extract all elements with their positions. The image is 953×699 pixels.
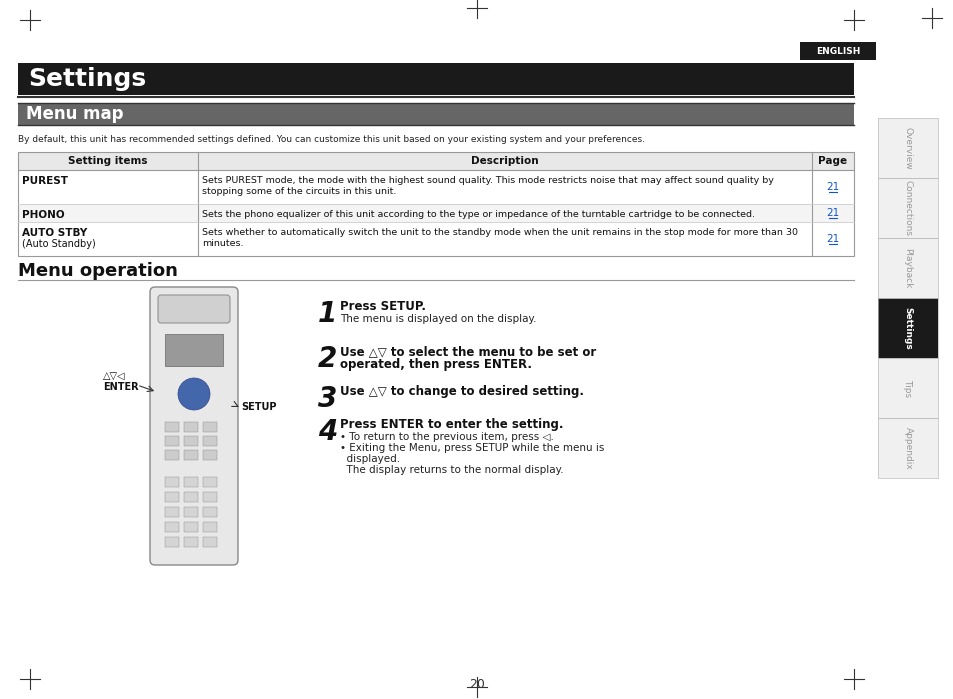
Bar (877, 358, 937, 418)
Text: 1: 1 (317, 300, 337, 328)
Text: Use △▽ to select the menu to be set or: Use △▽ to select the menu to be set or (339, 345, 596, 358)
Bar (800, 42, 875, 60)
Text: ENGLISH: ENGLISH (815, 47, 860, 55)
Text: Appendix: Appendix (902, 426, 911, 469)
Text: Tips: Tips (902, 379, 911, 397)
Text: Overview: Overview (902, 127, 911, 169)
Text: 21: 21 (825, 182, 839, 192)
Bar (877, 418, 937, 478)
Text: Description: Description (471, 156, 538, 166)
Text: The display returns to the normal display.: The display returns to the normal displa… (339, 465, 563, 475)
Text: AUTO STBY: AUTO STBY (22, 228, 87, 238)
Text: Sets whether to automatically switch the unit to the standby mode when the unit : Sets whether to automatically switch the… (202, 228, 797, 237)
Bar (165, 436, 179, 446)
Bar (203, 436, 216, 446)
Bar (18, 63, 853, 95)
FancyBboxPatch shape (158, 295, 230, 323)
Bar (184, 422, 198, 432)
Text: • To return to the previous item, press ◁.: • To return to the previous item, press … (339, 432, 554, 442)
FancyBboxPatch shape (150, 287, 237, 565)
Bar (877, 238, 937, 298)
Text: △▽◁: △▽◁ (103, 372, 126, 382)
Bar (165, 334, 223, 366)
Bar (877, 178, 937, 238)
Text: Settings: Settings (28, 67, 146, 91)
Bar (877, 298, 937, 358)
Bar (203, 422, 216, 432)
Bar (877, 178, 937, 238)
Circle shape (178, 378, 210, 410)
Bar (203, 492, 216, 502)
Text: PHONO: PHONO (22, 210, 65, 220)
Text: SETUP: SETUP (241, 402, 276, 412)
Bar (877, 418, 937, 478)
Bar (18, 170, 853, 204)
Bar (877, 298, 937, 358)
Text: Press SETUP.: Press SETUP. (339, 300, 426, 313)
Bar (18, 222, 853, 256)
Bar (165, 507, 179, 517)
Text: PUREST: PUREST (22, 176, 68, 186)
Text: Menu operation: Menu operation (18, 262, 177, 280)
Text: minutes.: minutes. (202, 239, 243, 248)
Text: 2: 2 (317, 345, 337, 373)
Bar (877, 118, 937, 178)
Bar (165, 537, 179, 547)
Bar (18, 204, 853, 222)
Bar (165, 450, 179, 460)
Text: Connections: Connections (902, 180, 911, 236)
Text: Sets the phono equalizer of this unit according to the type or impedance of the : Sets the phono equalizer of this unit ac… (202, 210, 754, 219)
Text: (Auto Standby): (Auto Standby) (22, 239, 95, 249)
Bar (203, 507, 216, 517)
Bar (184, 436, 198, 446)
Text: Page: Page (818, 156, 846, 166)
Bar (165, 477, 179, 487)
Text: Press ENTER to enter the setting.: Press ENTER to enter the setting. (339, 418, 563, 431)
Text: Setting items: Setting items (69, 156, 148, 166)
Text: stopping some of the circuits in this unit.: stopping some of the circuits in this un… (202, 187, 395, 196)
Bar (18, 152, 853, 170)
Text: 4: 4 (317, 418, 337, 446)
Bar (203, 522, 216, 532)
Text: ENTER: ENTER (103, 382, 138, 392)
Bar (184, 450, 198, 460)
Text: 20: 20 (469, 679, 484, 691)
Bar (203, 477, 216, 487)
Text: • Exiting the Menu, press SETUP while the menu is: • Exiting the Menu, press SETUP while th… (339, 443, 604, 453)
Bar (165, 492, 179, 502)
Bar (165, 522, 179, 532)
Text: Playback: Playback (902, 248, 911, 288)
Text: By default, this unit has recommended settings defined. You can customize this u: By default, this unit has recommended se… (18, 135, 644, 144)
Text: displayed.: displayed. (339, 454, 399, 464)
Text: 21: 21 (825, 234, 839, 244)
Bar (877, 358, 937, 418)
Bar (184, 537, 198, 547)
Text: Sets PUREST mode, the mode with the highest sound quality. This mode restricts n: Sets PUREST mode, the mode with the high… (202, 176, 773, 185)
Bar (203, 450, 216, 460)
Text: Menu map: Menu map (26, 105, 123, 123)
Text: operated, then press ENTER.: operated, then press ENTER. (339, 358, 532, 371)
Bar (184, 522, 198, 532)
Text: The menu is displayed on the display.: The menu is displayed on the display. (339, 314, 536, 324)
Text: 21: 21 (825, 208, 839, 218)
Bar (203, 537, 216, 547)
Text: 3: 3 (317, 385, 337, 413)
Bar (184, 492, 198, 502)
Bar (18, 103, 853, 125)
Bar (184, 477, 198, 487)
Bar (18, 152, 853, 256)
Bar (877, 238, 937, 298)
Text: Settings: Settings (902, 307, 911, 350)
Bar (877, 118, 937, 178)
Bar (184, 507, 198, 517)
Bar (165, 422, 179, 432)
Text: Use △▽ to change to desired setting.: Use △▽ to change to desired setting. (339, 385, 583, 398)
